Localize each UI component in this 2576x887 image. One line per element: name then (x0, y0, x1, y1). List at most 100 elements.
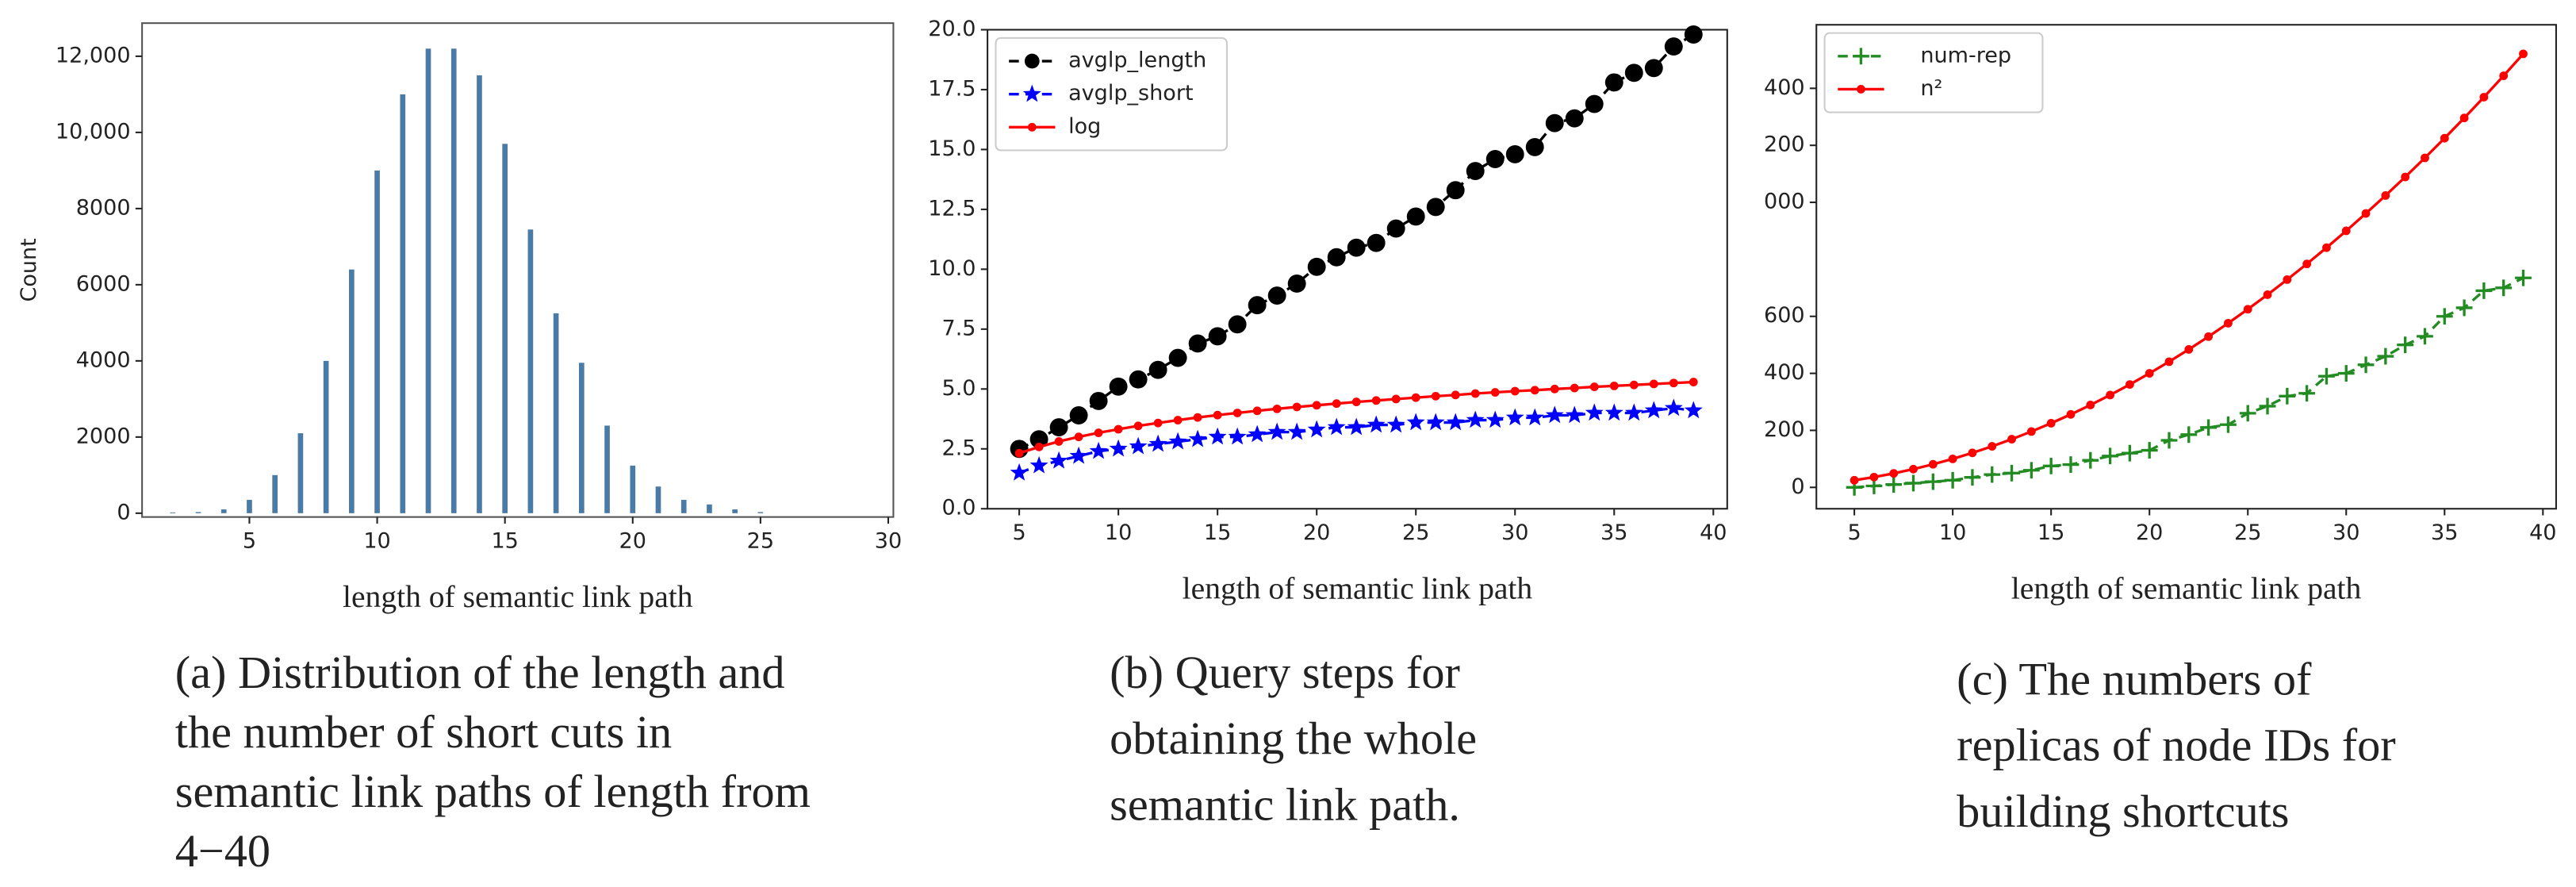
y-tick-label: 0.0 (941, 496, 976, 520)
x-tick-label: 30 (2333, 520, 2359, 545)
x-tick-label: 30 (1501, 520, 1528, 545)
marker (1869, 472, 1879, 482)
marker (1089, 441, 1108, 459)
bar (272, 474, 278, 513)
bar (630, 465, 636, 513)
bar (220, 509, 227, 513)
marker (2397, 336, 2414, 354)
x-tick-label: 35 (1600, 520, 1627, 545)
marker (2066, 409, 2076, 419)
marker (2200, 419, 2218, 436)
y-tick-label: 15.0 (928, 136, 976, 161)
x-tick-label: 15 (2037, 520, 2064, 545)
marker (1649, 379, 1658, 389)
y-tick-label: 200 (1764, 132, 1805, 157)
bar (527, 229, 534, 513)
marker (1129, 436, 1148, 455)
marker (2401, 172, 2410, 182)
marker (1525, 408, 1544, 426)
x-tick-label: 10 (363, 528, 390, 553)
marker (1188, 429, 1207, 447)
marker (2125, 380, 2134, 390)
marker (2475, 282, 2493, 299)
caption-line: (b) Query steps for (1110, 647, 1460, 698)
marker (2145, 369, 2154, 378)
marker (2184, 345, 2194, 354)
marker (1386, 415, 1405, 433)
y-tick-label: 2000 (76, 424, 131, 448)
marker (2377, 348, 2394, 365)
marker (1327, 417, 1346, 436)
marker (2164, 357, 2174, 367)
series-line (1018, 406, 1694, 474)
y-tick-label: 8000 (76, 195, 131, 220)
marker (2086, 401, 2095, 409)
marker (2499, 71, 2509, 80)
marker (2062, 456, 2080, 473)
x-tick-label: 15 (1204, 520, 1231, 545)
marker (1228, 315, 1247, 334)
y-tick-label: 6000 (76, 271, 131, 296)
marker (1307, 257, 1326, 276)
marker (1570, 383, 1579, 393)
marker (1684, 25, 1703, 44)
x-tick-label: 20 (2136, 520, 2163, 545)
marker (1248, 424, 1267, 443)
y-tick-label: 0 (1791, 474, 1804, 499)
marker (2357, 356, 2375, 374)
bar (680, 500, 687, 513)
marker (1248, 296, 1267, 315)
marker (1550, 384, 1559, 394)
marker (2283, 275, 2292, 284)
marker (2243, 305, 2252, 314)
x-tick-label: 30 (875, 528, 902, 553)
marker (2042, 457, 2060, 474)
marker (2239, 405, 2256, 422)
marker (1193, 413, 1202, 422)
marker (2121, 444, 2138, 462)
legend-marker (1027, 122, 1037, 132)
caption-line: obtaining the whole (1110, 712, 1477, 764)
x-tick-label: 5 (1012, 520, 1025, 545)
marker (1909, 464, 1918, 474)
marker (1545, 405, 1564, 424)
marker (1944, 471, 1961, 489)
bar (732, 509, 738, 513)
marker (1664, 37, 1683, 56)
x-tick-label: 5 (243, 528, 256, 553)
marker (2046, 419, 2056, 428)
marker (2440, 133, 2449, 143)
marker (2082, 451, 2099, 469)
marker (2180, 426, 2198, 444)
marker (1964, 469, 1981, 486)
marker (1292, 402, 1301, 412)
marker (1213, 410, 1222, 420)
marker (1644, 401, 1663, 419)
x-axis-label: length of semantic link path (2011, 570, 2362, 605)
bar (553, 313, 559, 513)
marker (1968, 448, 1977, 458)
marker (1049, 451, 1068, 469)
marker (1928, 459, 1938, 469)
marker (1367, 415, 1386, 433)
legend-label: avglp_length (1068, 48, 1206, 73)
bar (349, 269, 355, 513)
caption-line: replicas of node IDs for (1957, 720, 2395, 771)
marker (1885, 476, 1903, 493)
bar (297, 433, 304, 513)
marker (1054, 436, 1064, 446)
x-tick-label: 10 (1939, 520, 1966, 545)
y-tick-label: 200 (1764, 417, 1805, 442)
marker (2279, 387, 2296, 405)
marker (1984, 466, 2001, 483)
marker (1609, 381, 1619, 390)
y-tick-label: 600 (1764, 303, 1805, 328)
marker (2007, 435, 2016, 444)
marker (2223, 318, 2233, 328)
marker (1029, 455, 1048, 474)
caption-line: semantic link path. (1110, 779, 1460, 831)
marker (1505, 408, 1524, 426)
marker (1585, 403, 1604, 421)
marker (2106, 390, 2114, 400)
y-tick-label: 0 (117, 500, 130, 524)
